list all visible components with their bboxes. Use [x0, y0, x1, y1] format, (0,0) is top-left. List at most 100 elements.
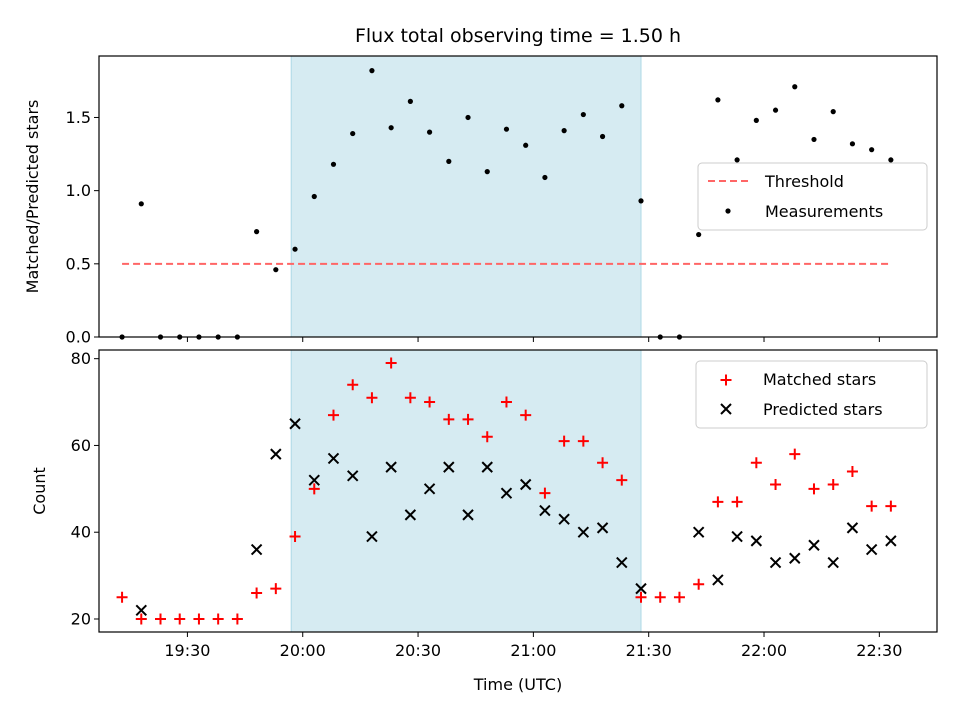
x-axis-label: Time (UTC): [473, 675, 562, 694]
matched-star-point: [327, 409, 339, 421]
measurement-point: [446, 158, 452, 164]
measurement-point: [715, 97, 721, 103]
measurement-point: [330, 161, 337, 167]
ratio-legend: Threshold Measurements: [697, 162, 928, 231]
figure-title: Flux total observing time = 1.50 h: [355, 25, 681, 47]
measurement-point: [273, 267, 279, 273]
matched-star-point: [635, 591, 647, 603]
count-y-tick-label: 20: [71, 609, 91, 628]
measurement-point: [484, 169, 490, 175]
x-tick-label: 21:30: [626, 641, 672, 660]
predicted-star-point: [827, 556, 839, 569]
predicted-star-point: [327, 452, 340, 465]
ratio-y-tick-label: 0.0: [66, 328, 91, 347]
matched-star-point: [712, 496, 724, 508]
matched-star-point: [500, 396, 512, 408]
count-y-tick-label: 40: [71, 523, 91, 542]
x-tick-label: 22:30: [856, 641, 902, 660]
predicted-star-point: [750, 535, 763, 547]
ratio-y-tick-label: 1.0: [66, 181, 91, 200]
legend-predicted-label: Predicted stars: [763, 400, 883, 419]
matched-star-point: [289, 531, 301, 543]
measurement-point: [830, 109, 836, 115]
matched-star-point: [520, 409, 532, 421]
measurement-point: [503, 126, 510, 132]
ratio-panel-frame: [98, 55, 938, 338]
legend-matched-label: Matched stars: [763, 370, 876, 389]
measurement-point: [811, 136, 817, 143]
measurement-point: [792, 84, 798, 90]
measurement-point: [523, 142, 529, 148]
predicted-star-point: [846, 522, 859, 534]
predicted-star-point: [481, 461, 493, 473]
predicted-star-point: [616, 556, 628, 569]
x-tick-label: 22:00: [741, 641, 787, 660]
measurement-point: [772, 107, 779, 113]
ratio-y-tick-label: 1.5: [66, 108, 91, 127]
matched-star-point: [481, 431, 493, 443]
count-legend: Matched stars Predicted stars: [695, 360, 928, 429]
matched-star-point: [558, 435, 570, 447]
ratio-y-tick-label: 0.5: [66, 254, 91, 273]
predicted-star-point: [789, 552, 801, 564]
predicted-star-point: [135, 604, 147, 617]
count-y-tick-label: 80: [71, 349, 91, 368]
measurement-point: [426, 129, 433, 135]
matched-star-point: [424, 396, 436, 408]
predicted-star-point: [712, 574, 724, 586]
predicted-star-point: [808, 539, 820, 551]
matched-star-point: [462, 413, 474, 425]
ratio-legend-box: [697, 162, 928, 231]
measurement-point: [580, 111, 586, 118]
matched-star-point: [135, 613, 147, 625]
measurement-point: [465, 114, 471, 121]
matched-star-point: [827, 478, 839, 490]
matched-star-point: [212, 613, 224, 625]
measurement-point: [619, 103, 625, 109]
predicted-star-point: [404, 509, 417, 521]
legend-predicted-swatch: [720, 403, 732, 415]
predicted-star-point: [635, 582, 647, 595]
predicted-star-point: [865, 543, 878, 556]
predicted-star-point: [289, 418, 301, 430]
measurement-point: [254, 229, 260, 235]
measurement-point: [849, 141, 856, 147]
count-shaded-interval: [290, 349, 642, 633]
count-legend-box: [695, 360, 928, 429]
predicted-star-point: [692, 526, 705, 538]
x-tick-label: 21:00: [510, 641, 556, 660]
matched-star-point: [577, 435, 589, 447]
matched-star-point: [270, 583, 282, 595]
matched-star-point: [385, 357, 397, 369]
x-tick-label: 20:00: [280, 641, 326, 660]
matched-star-point: [885, 500, 897, 512]
x-tick-label: 20:30: [395, 641, 441, 660]
measurement-point: [888, 157, 894, 163]
predicted-star-point: [558, 513, 570, 525]
matched-star-point: [539, 487, 551, 499]
matched-star-point: [750, 457, 762, 469]
matched-star-point: [673, 591, 685, 603]
predicted-star-point: [769, 556, 782, 569]
matched-star-point: [251, 587, 263, 599]
count-y-tick-label: 60: [71, 436, 91, 455]
ratio-panel: 0.0 0.5 1.0 1.5 Matched/Predicted stars Thr…: [23, 55, 938, 347]
measurement-point: [561, 128, 567, 134]
measurement-point: [696, 231, 702, 238]
legend-matched-swatch: [720, 374, 732, 386]
predicted-star-point: [385, 461, 397, 473]
matched-star-point: [654, 591, 666, 603]
matched-star-point: [808, 483, 820, 495]
matched-star-point: [347, 379, 359, 391]
x-tick-label: 19:30: [164, 641, 210, 660]
matched-star-point: [866, 500, 878, 512]
count-panel: 19:30 20:00 20:30 21:00 21:30 22:00 22:30 20 40…: [30, 349, 938, 694]
matched-star-point: [174, 613, 186, 625]
measurement-point: [638, 198, 644, 204]
measurement-point: [350, 130, 356, 137]
predicted-star-point: [308, 474, 320, 486]
measurement-point: [369, 68, 375, 74]
measurement-point: [311, 193, 317, 200]
matched-star-point: [116, 591, 128, 603]
